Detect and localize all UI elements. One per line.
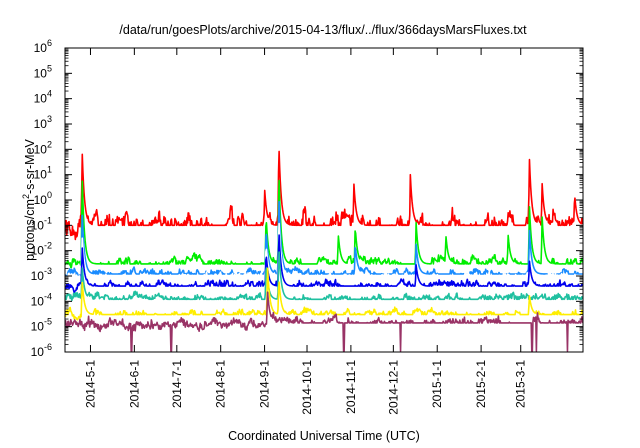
flux-series-6	[65, 251, 583, 302]
flux-series-4	[65, 222, 583, 281]
y-tick-label: 102	[34, 139, 52, 156]
x-tick-labels: 2014-5-1 2014-6-1 2014-7-1 2014-8-1 2014-9-1…	[83, 360, 527, 415]
flux-series-1	[65, 150, 583, 241]
x-tick-label: 2014-5-1	[83, 360, 97, 408]
y-tick-label: 100	[34, 190, 52, 207]
y-tick-label: 10-4	[31, 291, 52, 308]
flux-series-8	[65, 291, 583, 352]
x-tick-label: 2014-10-1	[300, 360, 314, 415]
y-axis-label: protons/cm2-s-sr-MeV	[21, 138, 37, 260]
x-tick-label: 2015-2-1	[474, 360, 488, 408]
y-tick-labels: 106 105 104 103 102 101 100 10-1 10-2 10-3 10-4 10-…	[31, 38, 52, 359]
flux-series-3	[65, 200, 583, 280]
x-tick-label: 2014-12-1	[386, 360, 400, 415]
y-tick-label: 10-6	[31, 342, 52, 359]
y-tick-label: 10-5	[31, 317, 52, 334]
x-tick-label: 2015-1-1	[430, 360, 444, 408]
x-axis-label: Coordinated Universal Time (UTC)	[228, 429, 420, 443]
y-tick-label: 10-1	[31, 215, 52, 232]
chart-title: /data/run/goesPlots/archive/2015-04-13/f…	[119, 23, 527, 37]
x-tick-label: 2014-11-1	[344, 360, 358, 414]
y-tick-label: 103	[34, 114, 52, 131]
y-tick-label: 106	[34, 38, 52, 55]
flux-series-2	[65, 179, 583, 269]
plot-area	[64, 47, 584, 353]
x-tick-label: 2014-9-1	[258, 360, 272, 408]
x-tick-label: 2015-3-1	[514, 360, 528, 408]
y-tick-label: 10-2	[31, 241, 52, 258]
y-tick-label: 101	[34, 165, 52, 182]
y-tick-label: 10-3	[31, 266, 52, 283]
y-tick-label: 105	[34, 63, 52, 80]
x-tick-label: 2014-7-1	[170, 360, 184, 408]
series-layer	[65, 150, 583, 352]
tick-marks	[65, 47, 583, 353]
flux-series-7	[65, 267, 583, 321]
flux-series-5	[65, 234, 583, 294]
plot-frame	[64, 47, 584, 353]
y-tick-label: 104	[34, 89, 52, 106]
x-tick-label: 2014-6-1	[127, 360, 141, 408]
x-tick-label: 2014-8-1	[214, 360, 228, 408]
